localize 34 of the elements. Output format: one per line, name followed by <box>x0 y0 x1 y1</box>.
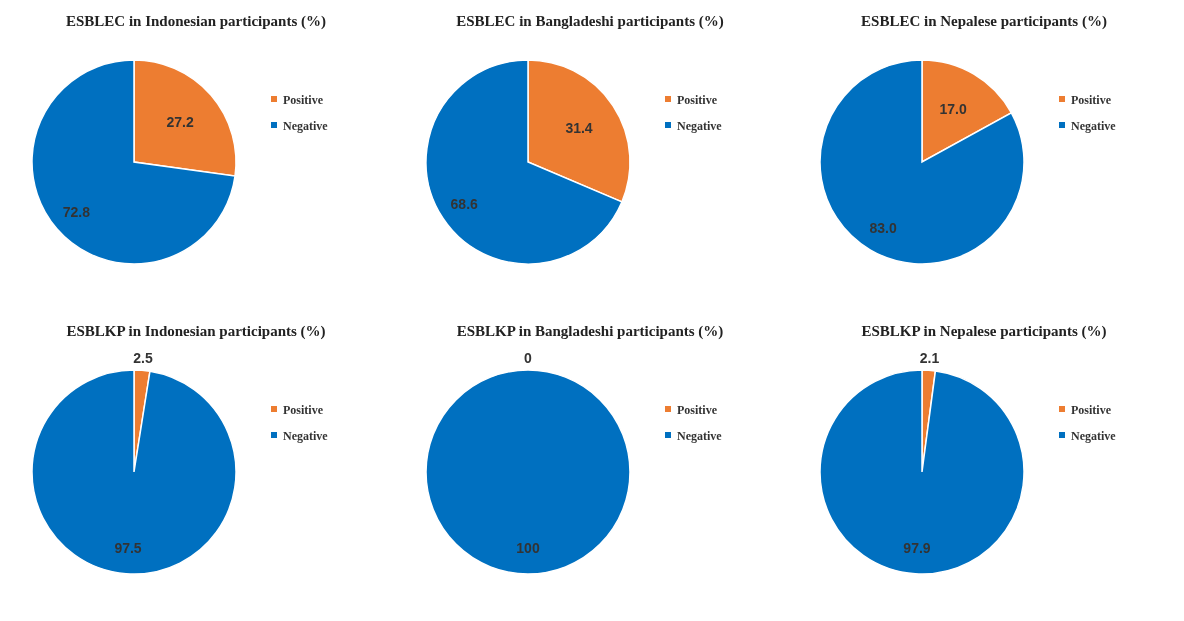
legend-label: Negative <box>677 119 723 134</box>
pie-slice <box>31 59 236 265</box>
legend-label: Negative <box>1071 119 1117 134</box>
legend-label: Positive <box>283 403 324 418</box>
chart-title: ESBLKP in Nepalese participants (%) <box>861 323 1107 340</box>
data-label: 2.5 <box>133 350 153 367</box>
legend-label: Negative <box>1071 429 1117 444</box>
data-label: 97.5 <box>114 540 142 557</box>
chart-title: ESBLEC in Indonesian participants (%) <box>65 13 327 30</box>
legend-label: Positive <box>677 403 718 418</box>
data-label: 17.0 <box>939 101 967 118</box>
pie-slice <box>819 59 1025 265</box>
legend-label: Negative <box>677 429 723 444</box>
chart-title: ESBLEC in Bangladeshi participants (%) <box>456 13 724 30</box>
chart-title: ESBLEC in Nepalese participants (%) <box>861 13 1107 30</box>
data-label: 31.4 <box>565 120 593 137</box>
data-label: 68.6 <box>450 196 479 213</box>
data-label: 27.2 <box>166 113 194 130</box>
legend-label: Negative <box>283 429 329 444</box>
legend-label: Positive <box>677 93 718 108</box>
legend-label: Positive <box>1071 93 1112 108</box>
data-label: 97.9 <box>903 540 931 557</box>
data-label: 100 <box>516 540 540 557</box>
pie-slice <box>819 369 1025 575</box>
pie-slice <box>31 369 237 575</box>
data-label: 83.0 <box>869 219 897 236</box>
legend-label: Positive <box>283 93 324 108</box>
legend-label: Positive <box>1071 403 1112 418</box>
chart-title: ESBLKP in Indonesian participants (%) <box>66 323 326 340</box>
data-label: 72.8 <box>62 204 91 221</box>
chart-title: ESBLKP in Bangladeshi participants (%) <box>456 323 724 340</box>
legend-label: Negative <box>283 119 329 134</box>
text: 0 <box>524 349 532 366</box>
data-label: 2.1 <box>919 350 940 367</box>
